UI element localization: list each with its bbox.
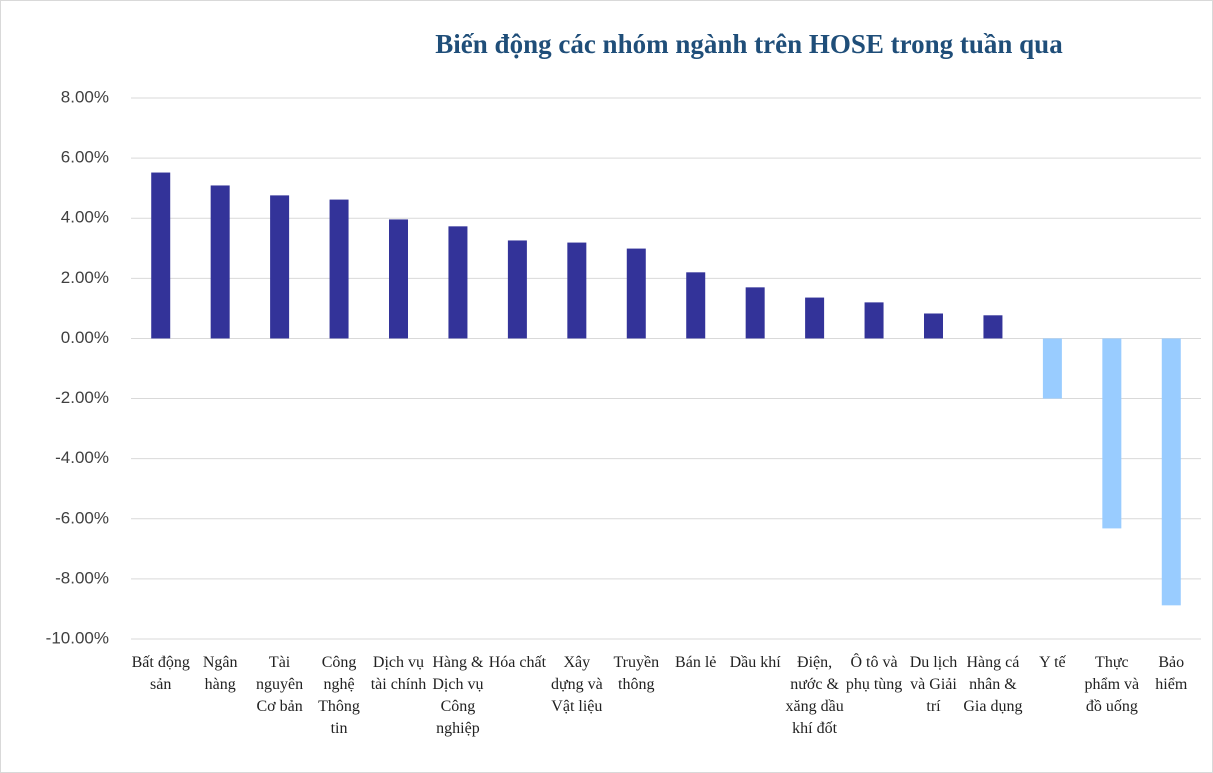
x-tick-label: Tài nguyên Cơ bản [256, 654, 304, 715]
bar [329, 199, 349, 339]
x-tick-label: Xây dựng và Vật liệu [550, 654, 603, 715]
bar [924, 313, 943, 339]
x-tick-label: Thực phẩm và đồ uống [1084, 654, 1140, 715]
x-tick-label: Truyền thông [613, 654, 660, 693]
y-tick-label: -8.00% [55, 568, 109, 587]
y-tick-label: -6.00% [55, 508, 109, 527]
bar [1042, 338, 1062, 399]
x-tick-label: Công nghệ Thông tin [318, 654, 360, 737]
x-tick-label: Hóa chất [488, 654, 547, 671]
bar [686, 272, 706, 339]
chart-title: Biến động các nhóm ngành trên HOSE trong… [435, 29, 1063, 59]
x-tick-label: Hàng cá nhân & Gia dụng [963, 654, 1023, 715]
x-tick-label: Bất động sản [131, 654, 190, 693]
bar [864, 302, 884, 339]
y-tick-label: 0.00% [61, 328, 109, 347]
x-tick-label: Dịch vụ tài chính [370, 654, 427, 693]
bar [983, 315, 1003, 339]
y-tick-label: 2.00% [61, 268, 109, 287]
bar [389, 219, 408, 339]
y-tick-label: 4.00% [61, 208, 109, 227]
bar [1161, 338, 1181, 606]
x-tick-label: Điện, nước & xăng dầu khí đốt [785, 654, 844, 737]
x-tick-label: Ngân hàng [202, 654, 238, 693]
y-tick-label: 6.00% [61, 148, 109, 167]
y-tick-label: 8.00% [61, 87, 109, 106]
x-tick-label: Bảo hiểm [1155, 654, 1188, 693]
bar [448, 226, 468, 339]
y-tick-label: -2.00% [55, 388, 109, 407]
x-tick-label: Dầu khí [729, 654, 781, 671]
x-tick-label: Hàng & Dịch vụ Công nghiệp [432, 654, 484, 737]
bar [805, 297, 825, 339]
bar [567, 242, 587, 339]
x-tick-label: Du lịch và Giải trí [909, 654, 958, 715]
bar [151, 172, 171, 339]
y-tick-label: -4.00% [55, 448, 109, 467]
y-tick-label: -10.00% [46, 628, 109, 647]
bar [270, 195, 290, 339]
x-tick-label: Ô tô và phụ tùng [845, 654, 903, 693]
bar [626, 248, 646, 339]
bar [507, 240, 527, 339]
x-tick-label: Y tế [1039, 654, 1066, 671]
x-tick-label: Bán lẻ [675, 654, 717, 671]
bar [210, 185, 230, 339]
bar [1102, 338, 1122, 529]
bar [745, 287, 765, 339]
